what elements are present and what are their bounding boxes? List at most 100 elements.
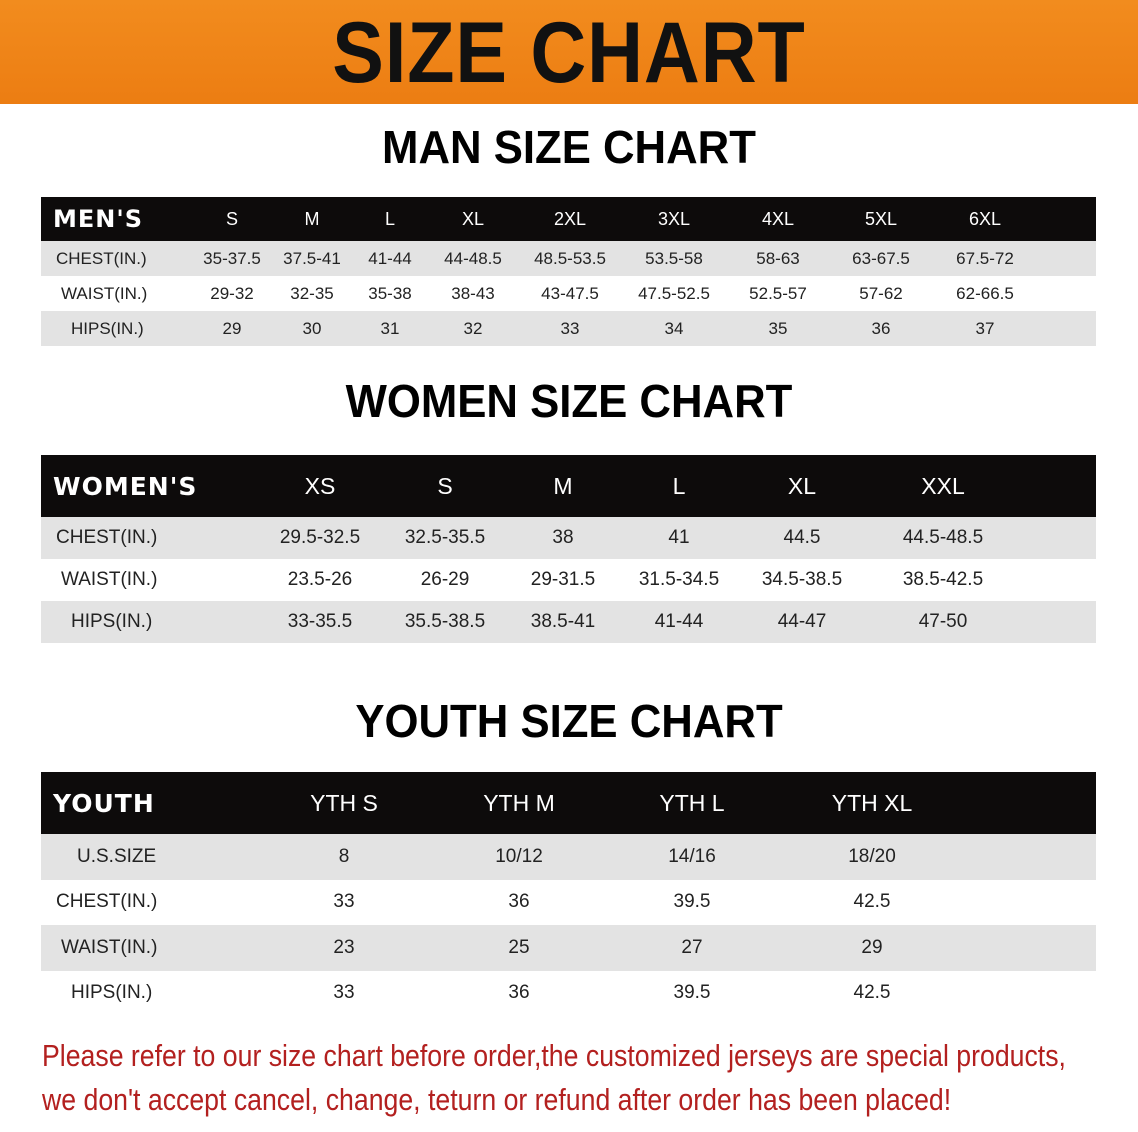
women-size-table: WOMEN'S XS S M L XL XXL CHEST(IN.) 29.5-32.5 32.5… <box>41 455 1096 643</box>
measurement-cell: 41-44 <box>368 248 412 268</box>
measurement-cell: 44.5 <box>783 527 821 548</box>
measurement-cell: 14/16 <box>668 845 716 867</box>
table-row: WAIST(IN.) 23 25 27 29 <box>41 925 1096 971</box>
size-header: XS <box>304 472 336 499</box>
size-header: L <box>672 472 686 499</box>
size-header: YTH L <box>659 789 725 816</box>
row-label: CHEST(IN.) <box>56 527 158 548</box>
men-size-table: MEN'S S M L XL 2XL 3XL 4XL 5XL 6XL CHEST(IN.) 35-37… <box>41 197 1096 346</box>
banner: SIZE CHART <box>0 0 1138 104</box>
row-label: HIPS(IN.) <box>71 982 153 1004</box>
measurement-cell: 42.5 <box>853 982 891 1004</box>
measurement-cell: 33 <box>333 982 355 1004</box>
measurement-cell: 32-35 <box>290 283 334 303</box>
measurement-cell: 25 <box>508 936 530 958</box>
measurement-cell: 29 <box>861 936 883 958</box>
row-label: WAIST(IN.) <box>61 569 158 590</box>
row-label: MEN'S <box>53 205 143 233</box>
notice-line-2: we don't accept cancel, change, teturn o… <box>42 1082 952 1117</box>
table-row: CHEST(IN.) 33 36 39.5 42.5 <box>41 879 1096 925</box>
notice-line-1: Please refer to our size chart before or… <box>42 1038 1066 1073</box>
measurement-cell: 26-29 <box>420 569 470 590</box>
measurement-cell: 38-43 <box>451 283 495 303</box>
size-header: 5XL <box>864 208 898 229</box>
size-header: YTH XL <box>831 789 913 816</box>
measurement-cell: 29 <box>222 318 242 338</box>
measurement-cell: 47.5-52.5 <box>638 283 710 303</box>
measurement-cell: 44-47 <box>777 611 827 632</box>
size-header: 6XL <box>968 208 1002 229</box>
measurement-cell: 41 <box>668 527 690 548</box>
measurement-cell: 29-31.5 <box>530 569 596 590</box>
measurement-cell: 42.5 <box>853 891 891 913</box>
measurement-cell: 23 <box>333 936 355 958</box>
header-row: YOUTH YTH S YTH M YTH L YTH XL <box>41 772 1096 834</box>
measurement-cell: 67.5-72 <box>956 248 1014 268</box>
table-row: HIPS(IN.) 29 30 31 32 33 34 35 36 37 <box>41 311 1096 346</box>
header-row: WOMEN'S XS S M L XL XXL <box>41 455 1096 517</box>
row-label: CHEST(IN.) <box>56 891 158 913</box>
measurement-cell: 31 <box>380 318 400 338</box>
measurement-cell: 33 <box>333 891 355 913</box>
measurement-cell: 39.5 <box>673 891 711 913</box>
table-row: HIPS(IN.) 33-35.5 35.5-38.5 38.5-41 41-44 44-… <box>41 601 1096 643</box>
measurement-cell: 57-62 <box>859 283 903 303</box>
size-header: YTH M <box>483 789 555 816</box>
measurement-cell: 35-37.5 <box>203 248 261 268</box>
size-header: S <box>225 208 239 229</box>
row-label: U.S.SIZE <box>77 845 157 867</box>
row-label: HIPS(IN.) <box>71 611 153 632</box>
measurement-cell: 63-67.5 <box>852 248 910 268</box>
row-label: CHEST(IN.) <box>56 248 147 268</box>
measurement-cell: 48.5-53.5 <box>534 248 606 268</box>
measurement-cell: 32 <box>463 318 483 338</box>
measurement-cell: 23.5-26 <box>287 569 353 590</box>
size-header: XXL <box>921 472 965 499</box>
measurement-cell: 8 <box>338 845 350 867</box>
measurement-cell: 43-47.5 <box>541 283 599 303</box>
table-row: HIPS(IN.) 33 36 39.5 42.5 <box>41 970 1096 1016</box>
youth-size-table: YOUTH YTH S YTH M YTH L YTH XL U.S.SIZE 8 10/12… <box>41 772 1096 1016</box>
size-header: YTH S <box>310 789 378 816</box>
measurement-cell: 37 <box>975 318 995 338</box>
size-header: L <box>384 208 396 229</box>
row-label: YOUTH <box>53 788 155 818</box>
measurement-cell: 10/12 <box>495 845 543 867</box>
youth-section-title: YOUTH SIZE CHART <box>355 695 783 747</box>
table-row: CHEST(IN.) 29.5-32.5 32.5-35.5 38 41 44.5 44.5… <box>41 517 1096 559</box>
measurement-cell: 52.5-57 <box>749 283 807 303</box>
measurement-cell: 37.5-41 <box>283 248 341 268</box>
measurement-cell: 35-38 <box>368 283 412 303</box>
measurement-cell: 58-63 <box>756 248 800 268</box>
measurement-cell: 62-66.5 <box>956 283 1014 303</box>
table-row: CHEST(IN.) 35-37.5 37.5-41 41-44 44-48.5 48.5… <box>41 241 1096 276</box>
size-header: XL <box>461 208 485 229</box>
measurement-cell: 33-35.5 <box>287 611 353 632</box>
table-row: WAIST(IN.) 23.5-26 26-29 29-31.5 31.5-34.5 34… <box>41 559 1096 601</box>
row-label: HIPS(IN.) <box>71 318 144 338</box>
size-header: S <box>437 472 453 499</box>
measurement-cell: 36 <box>508 982 530 1004</box>
table-row: WAIST(IN.) 29-32 32-35 35-38 38-43 43-47.5 47.… <box>41 276 1096 311</box>
measurement-cell: 36 <box>508 891 530 913</box>
measurement-cell: 35 <box>768 318 788 338</box>
measurement-cell: 27 <box>681 936 703 958</box>
measurement-cell: 41-44 <box>654 611 704 632</box>
measurement-cell: 30 <box>302 318 322 338</box>
measurement-cell: 39.5 <box>673 982 711 1004</box>
measurement-cell: 31.5-34.5 <box>638 569 720 590</box>
measurement-cell: 29.5-32.5 <box>279 527 361 548</box>
row-label: WAIST(IN.) <box>61 936 158 958</box>
row-label: WAIST(IN.) <box>61 283 148 303</box>
measurement-cell: 38.5-41 <box>530 611 596 632</box>
measurement-cell: 38 <box>552 527 574 548</box>
measurement-cell: 53.5-58 <box>645 248 703 268</box>
measurement-cell: 34 <box>664 318 684 338</box>
measurement-cell: 34.5-38.5 <box>761 569 843 590</box>
men-section-title: MAN SIZE CHART <box>382 121 756 173</box>
size-header: 3XL <box>657 208 691 229</box>
measurement-cell: 44-48.5 <box>444 248 502 268</box>
measurement-cell: 33 <box>560 318 580 338</box>
table-row: U.S.SIZE 8 10/12 14/16 18/20 <box>41 834 1096 880</box>
measurement-cell: 29-32 <box>210 283 254 303</box>
